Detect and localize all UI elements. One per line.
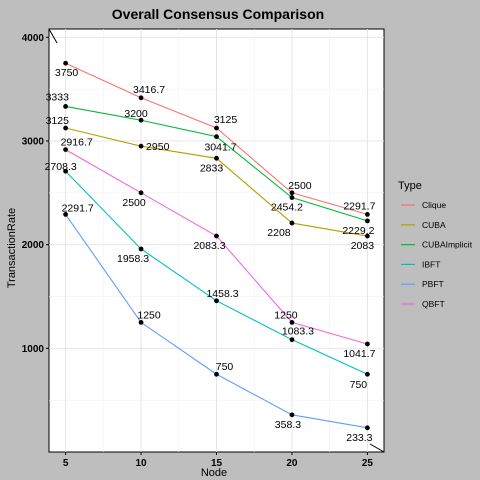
data-label: 2291.7 — [62, 202, 94, 214]
data-point — [214, 155, 219, 161]
y-tick-label: 1000 — [22, 344, 45, 355]
data-label: 2833 — [200, 162, 224, 174]
data-point — [365, 212, 370, 217]
data-point — [214, 371, 219, 377]
data-label: 3125 — [214, 114, 238, 126]
x-axis-title: Node — [201, 467, 227, 479]
legend: Type Clique CUBA CUBAImplicit IBFT PBFT QBFT — [398, 180, 473, 309]
data-label: 2708.3 — [45, 161, 77, 173]
x-axis-arrow — [369, 443, 385, 453]
axes: 1000 2000 3000 4000 5 10 15 20 25 — [22, 28, 385, 469]
data-point — [63, 147, 68, 153]
data-point — [63, 125, 68, 131]
data-point — [63, 104, 68, 109]
data-point — [63, 168, 68, 174]
legend-label: CUBA — [422, 220, 446, 230]
data-point — [365, 371, 370, 377]
data-point — [289, 195, 295, 200]
data-label: 750 — [216, 361, 234, 373]
y-axis-title: TransactionRate — [6, 208, 18, 288]
data-label: 2291.7 — [343, 200, 375, 212]
x-tick-label: 20 — [286, 458, 298, 469]
data-point — [138, 320, 144, 325]
data-label: 3041.7 — [204, 142, 236, 154]
data-label: 2950 — [146, 141, 170, 153]
legend-label: CUBAImplicit — [422, 240, 473, 250]
data-label: 2208 — [267, 227, 291, 239]
data-point — [63, 60, 68, 66]
data-label: 1041.7 — [343, 348, 375, 360]
data-point — [138, 143, 144, 149]
data-label: 2500 — [288, 180, 312, 192]
data-point — [138, 117, 144, 123]
series-layer — [63, 60, 370, 431]
data-label: 1250 — [274, 309, 298, 321]
data-point — [289, 412, 295, 418]
data-point — [138, 95, 144, 101]
data-point — [289, 320, 295, 325]
data-point — [214, 298, 219, 304]
data-point — [138, 246, 144, 252]
data-label: 1250 — [137, 309, 161, 321]
y-tick-label: 2000 — [22, 240, 45, 251]
data-label: 2916.7 — [61, 137, 93, 149]
data-label: 3750 — [55, 67, 79, 79]
legend-label: IBFT — [422, 259, 440, 269]
data-label: 1083.3 — [282, 326, 314, 338]
data-point — [365, 341, 370, 347]
data-point — [365, 233, 370, 239]
x-tick-label: 10 — [135, 458, 147, 469]
y-axis-arrow — [48, 28, 58, 44]
data-label: 2083.3 — [193, 240, 225, 252]
legend-title: Type — [398, 180, 422, 192]
data-label: 3416.7 — [133, 84, 165, 96]
x-tick-label: 5 — [63, 458, 69, 469]
data-point — [365, 218, 370, 224]
data-point — [289, 220, 295, 226]
data-label: 3333 — [46, 91, 70, 103]
legend-label: PBFT — [422, 279, 444, 289]
data-point — [138, 190, 144, 196]
data-label-layer: 3750 3416.7 3125 2500 2291.7 3125 2950 2833 2208… — [45, 67, 376, 444]
y-tick-label: 3000 — [22, 136, 45, 147]
data-point — [63, 212, 68, 217]
data-point — [289, 190, 295, 196]
data-label: 2083 — [351, 240, 375, 252]
y-tick-label: 4000 — [22, 33, 45, 44]
chart-title: Overall Consensus Comparison — [112, 6, 324, 22]
data-label: 3200 — [124, 108, 148, 120]
data-label: 2500 — [122, 197, 146, 209]
data-label: 358.3 — [275, 419, 301, 431]
data-point — [214, 233, 219, 239]
data-point — [214, 134, 219, 140]
data-label: 1458.3 — [206, 288, 238, 300]
data-point — [289, 337, 295, 343]
data-label: 2229.2 — [342, 225, 374, 237]
data-label: 3125 — [46, 115, 70, 127]
data-label: 750 — [350, 379, 368, 391]
data-point — [365, 425, 370, 431]
data-label: 2454.2 — [271, 202, 303, 214]
data-label: 1958.3 — [117, 253, 149, 265]
legend-label: QBFT — [422, 299, 445, 309]
x-tick-label: 15 — [211, 458, 223, 469]
data-point — [214, 125, 219, 131]
x-tick-label: 25 — [362, 458, 374, 469]
data-label: 233.3 — [346, 432, 372, 444]
legend-label: Clique — [422, 200, 446, 210]
